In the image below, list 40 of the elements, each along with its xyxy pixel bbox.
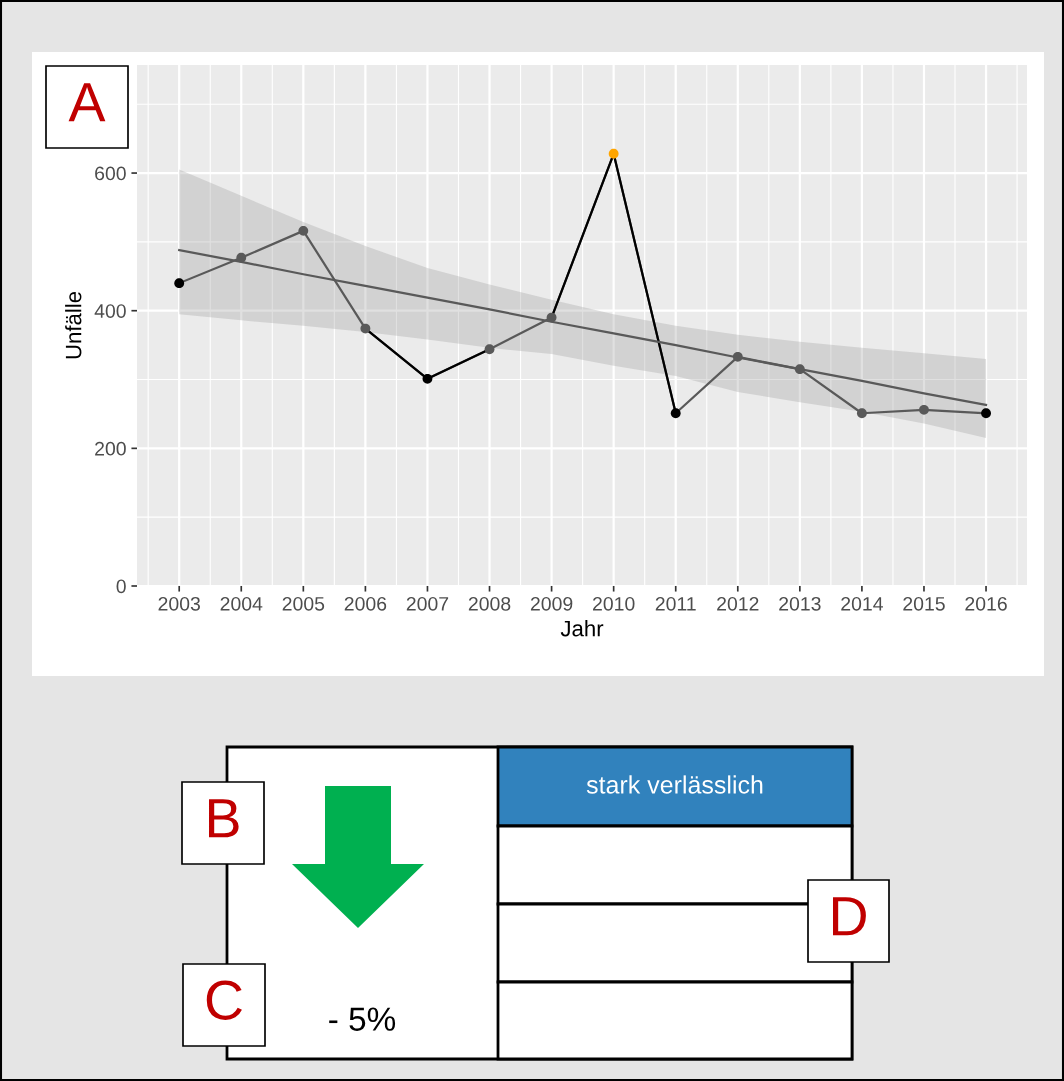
x-axis-title: Jahr — [560, 620, 604, 637]
x-tick-label: 2010 — [593, 596, 635, 611]
y-tick-label: 400 — [94, 304, 126, 318]
x-tick-label: 2014 — [841, 596, 883, 611]
point — [608, 148, 619, 159]
x-tick-label: 2016 — [965, 596, 1007, 611]
y-axis-title: Unfälle — [65, 291, 82, 359]
x-tick-label: 2012 — [717, 596, 759, 611]
y-tick-label: 600 — [95, 166, 126, 181]
x-tick-label: 2009 — [530, 596, 573, 611]
text: B — [209, 799, 239, 838]
x-tick-label: 2003 — [158, 596, 200, 611]
point — [484, 344, 495, 355]
point — [546, 312, 557, 323]
x-tick-label: 2011 — [655, 596, 696, 611]
point — [981, 408, 991, 419]
y-tick-label: 200 — [95, 441, 126, 456]
point — [919, 404, 929, 415]
point — [857, 408, 867, 419]
point — [174, 278, 185, 289]
point — [794, 364, 805, 375]
x-tick-label: 2006 — [344, 596, 387, 611]
text: stark verlässlich — [586, 775, 763, 794]
point — [732, 351, 743, 362]
x-tick-label: 2005 — [282, 596, 325, 611]
point — [298, 225, 309, 236]
point — [422, 373, 433, 384]
text: - 5% — [329, 1007, 396, 1031]
x-tick-label: 2007 — [406, 596, 449, 611]
x-tick-label: 2013 — [779, 596, 821, 611]
y-tick-label: 0 — [116, 579, 126, 594]
text: D — [833, 897, 866, 936]
text: C — [206, 980, 242, 1020]
x-tick-label: 2004 — [220, 596, 263, 611]
point — [670, 408, 681, 419]
x-tick-label: 2015 — [903, 596, 945, 611]
point — [236, 252, 247, 263]
x-tick-label: 2008 — [468, 596, 511, 611]
point — [360, 323, 371, 334]
text: A — [68, 83, 106, 122]
